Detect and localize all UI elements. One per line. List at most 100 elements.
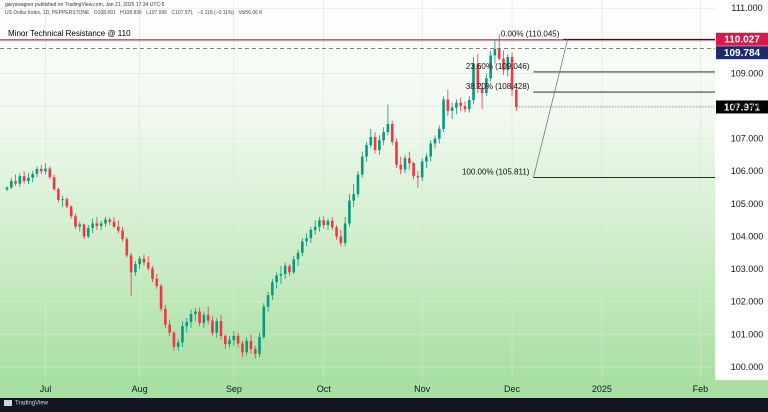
candle-body [258,336,261,354]
candle-body [356,174,360,195]
candle-body [134,264,137,273]
candle-body [91,223,94,228]
candle-body [78,224,82,227]
candle-body [480,88,484,93]
current-price-tag [716,100,768,114]
candle-body [176,342,180,347]
candle-body [5,187,9,190]
resistance-annotation: Minor Technical Resistance @ 110 [8,29,131,38]
candle-body [211,320,214,333]
candle-body [279,273,283,276]
candle-body [365,145,368,157]
candle-body [57,189,60,200]
candle-body [450,107,454,111]
candle-body [369,136,373,146]
candle-body [164,308,167,325]
candle-body [266,295,270,307]
tradingview-icon [4,400,12,406]
candle-body [194,311,197,315]
candle-body [326,220,330,226]
y-tick-label: 100.000 [731,362,764,372]
grid [0,0,715,380]
fib-trend-line [533,39,569,178]
candle-body [485,78,488,93]
candle-body [69,206,73,217]
candle-body [395,141,398,165]
candle-body [9,181,13,188]
candle-body [146,262,150,269]
fib-level-label: 23.60% (109.046) [466,62,530,71]
candle-body [44,168,47,172]
x-tick-label: Nov [414,384,431,394]
tradingview-logo[interactable]: TradingView [4,400,48,407]
candle-body [378,140,381,151]
time-axis[interactable] [0,380,768,398]
fib-level-label: 100.00% (105.811) [462,167,530,176]
candle-body [313,226,317,230]
candle-body [429,143,433,157]
candle-body [292,259,296,273]
dashed-price-tag [716,46,768,60]
x-tick-label: 2025 [592,384,612,394]
candle-body [82,224,86,237]
candle-body [472,63,475,101]
candle-body [215,321,219,333]
footer-bar [0,398,768,412]
candle-body [275,275,278,283]
candle-body [95,223,99,227]
candle-body [198,311,201,323]
candle-body [382,132,385,141]
price-levels [0,38,715,178]
price-axis[interactable] [715,0,768,380]
candle-body [373,136,377,151]
candle-body [52,177,56,190]
candle-body [232,335,236,341]
candle-body [249,340,253,350]
candle-body [129,255,133,273]
candle-body [339,236,343,244]
candle-body [108,219,112,222]
ohlc-close: C107.971 [171,10,194,16]
candle-body [87,228,90,237]
candle-body [386,123,390,133]
candle-body [399,164,403,170]
y-tick-label: 108.000 [731,101,764,111]
candle-body [515,89,518,107]
y-tick-label: 109.000 [731,68,764,78]
candle-body [467,100,471,110]
candle-body [271,282,274,296]
candle-body [172,332,176,347]
x-tick-label: Aug [132,384,148,394]
candle-body [74,216,77,227]
fib-level-label: 38.20% (108.428) [466,82,530,91]
candles [5,34,518,359]
candle-body [446,99,450,111]
candle-body [497,48,501,59]
candle-body [125,239,129,256]
y-tick-label: 103.000 [731,264,764,274]
ohlc-legend: US Dollar Index, 1D, PEPPERSTONE O108.69… [5,10,266,16]
fib-level-label: 0.00% (110.045) [501,29,560,38]
candle-body [241,343,244,353]
candle-body [223,335,227,345]
x-tick-label: Dec [504,384,521,394]
candle-body [61,199,64,201]
candle-body [420,161,424,178]
candle-body [245,340,248,353]
brand-label: TradingView [15,400,49,407]
candle-body [318,220,321,227]
candle-body [138,258,141,265]
candle-body [510,57,514,90]
y-tick-label: 107.000 [731,134,764,144]
ohlc-open: O108.691 [93,10,116,16]
candle-body [322,220,326,226]
candle-body [18,176,22,184]
candle-body [155,278,159,287]
candle-body [202,314,206,323]
candle-body [219,321,223,336]
candle-body [288,265,291,273]
candle-body [39,168,43,172]
candle-body [185,321,189,327]
candle-body [14,181,17,184]
